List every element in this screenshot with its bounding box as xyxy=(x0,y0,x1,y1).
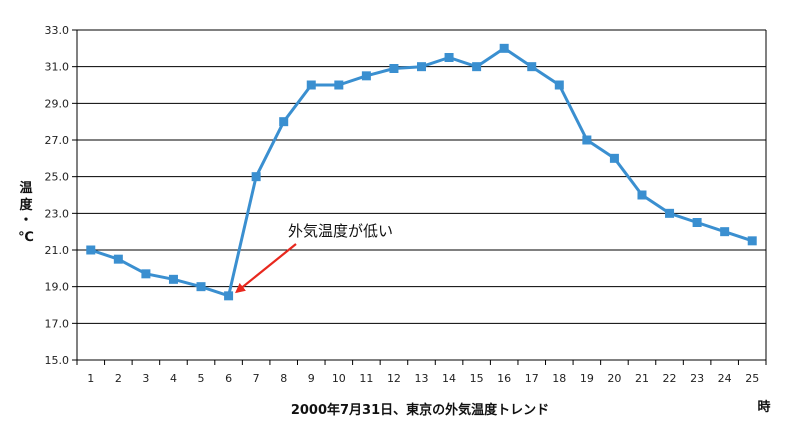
x-tick-label: 4 xyxy=(170,372,177,385)
x-tick-label: 7 xyxy=(253,372,260,385)
x-tick-label: 24 xyxy=(718,372,732,385)
x-tick-label: 10 xyxy=(332,372,346,385)
x-tick-label: 1 xyxy=(87,372,94,385)
x-tick-label: 20 xyxy=(607,372,621,385)
x-tick-label: 14 xyxy=(442,372,456,385)
data-point-marker xyxy=(196,282,206,292)
data-point-marker xyxy=(444,53,454,62)
x-tick-label: 17 xyxy=(525,372,539,385)
y-tick-label: 29.0 xyxy=(45,97,70,110)
data-point-marker xyxy=(113,254,123,264)
data-point-marker xyxy=(609,153,619,163)
data-point-marker xyxy=(224,291,234,301)
data-point-marker xyxy=(472,62,482,72)
x-tick-label: 18 xyxy=(552,372,566,385)
y-axis-title-char-3: ・ xyxy=(19,213,32,228)
x-axis-title: 時 xyxy=(757,399,770,415)
x-tick-label: 25 xyxy=(745,372,759,385)
y-tick-label: 15.0 xyxy=(45,354,70,367)
x-tick-label: 19 xyxy=(580,372,594,385)
data-point-marker xyxy=(637,190,647,200)
y-tick-label: 33.0 xyxy=(45,24,70,37)
y-axis-title-char-2: 度 xyxy=(19,197,33,213)
data-point-marker xyxy=(417,62,426,72)
data-point-marker xyxy=(334,80,344,90)
y-axis-title-char-4: ℃ xyxy=(18,230,34,245)
y-tick-label: 23.0 xyxy=(45,207,70,220)
series-temperature xyxy=(86,43,757,301)
series-line xyxy=(90,46,753,298)
annotation: 外気温度が低い xyxy=(235,222,393,294)
chart-caption: 2000年7月31日、東京の外気温度トレンド xyxy=(291,402,549,418)
x-tick-label: 12 xyxy=(387,372,401,385)
y-tick-label: 17.0 xyxy=(45,317,70,330)
y-tick-label: 25.0 xyxy=(45,171,70,184)
data-point-marker xyxy=(692,218,702,227)
data-point-marker xyxy=(499,43,509,53)
data-point-marker xyxy=(168,274,178,284)
data-point-marker xyxy=(141,269,151,279)
x-tick-label: 13 xyxy=(415,372,429,385)
data-point-marker xyxy=(527,62,537,72)
x-tick-label: 6 xyxy=(225,372,232,385)
data-point-marker xyxy=(665,208,675,218)
y-axis-title: 温 度 ・ ℃ xyxy=(18,181,34,245)
data-point-marker xyxy=(389,64,399,73)
data-point-marker xyxy=(582,135,592,145)
x-tick-label: 8 xyxy=(280,372,287,385)
y-tick-labels: 15.0 17.0 19.0 21.0 23.0 25.0 27.0 29.0 31.0 33.0 xyxy=(45,24,70,367)
y-tick-label: 19.0 xyxy=(45,281,70,294)
x-tick-label: 3 xyxy=(142,372,149,385)
x-tick-label: 15 xyxy=(470,372,484,385)
y-tick-label: 27.0 xyxy=(45,134,70,147)
x-tick-label: 5 xyxy=(198,372,205,385)
data-point-marker xyxy=(279,117,289,127)
data-point-marker xyxy=(747,236,757,246)
x-tick-label: 9 xyxy=(308,372,315,385)
x-tick-label: 23 xyxy=(690,372,704,385)
data-point-marker xyxy=(251,172,261,182)
x-tick-label: 16 xyxy=(497,372,511,385)
data-point-marker xyxy=(361,71,371,81)
x-tick-label: 11 xyxy=(359,372,373,385)
y-tick-label: 31.0 xyxy=(45,61,70,74)
x-tick-label: 21 xyxy=(635,372,649,385)
grid-lines xyxy=(72,29,766,361)
data-point-marker xyxy=(306,80,316,90)
data-point-marker xyxy=(720,227,730,237)
y-tick-label: 21.0 xyxy=(45,244,70,257)
x-tick-labels: 1 2 3 4 5 6 7 8 9 10 11 12 13 14 15 16 17 18 19 20 21 22 23 24 2… xyxy=(87,372,759,385)
x-tick-label: 2 xyxy=(115,372,122,385)
axes xyxy=(76,30,767,365)
data-point-marker xyxy=(86,245,96,255)
annotation-arrow xyxy=(235,243,297,294)
x-tick-label: 22 xyxy=(663,372,677,385)
data-point-marker xyxy=(554,80,564,90)
y-axis-title-char-1: 温 xyxy=(19,181,32,196)
annotation-text: 外気温度が低い xyxy=(288,222,393,240)
